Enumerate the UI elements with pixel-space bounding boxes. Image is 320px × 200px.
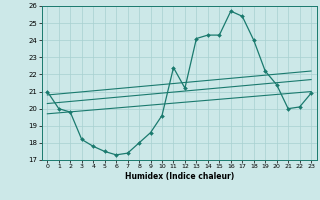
X-axis label: Humidex (Indice chaleur): Humidex (Indice chaleur) — [124, 172, 234, 181]
